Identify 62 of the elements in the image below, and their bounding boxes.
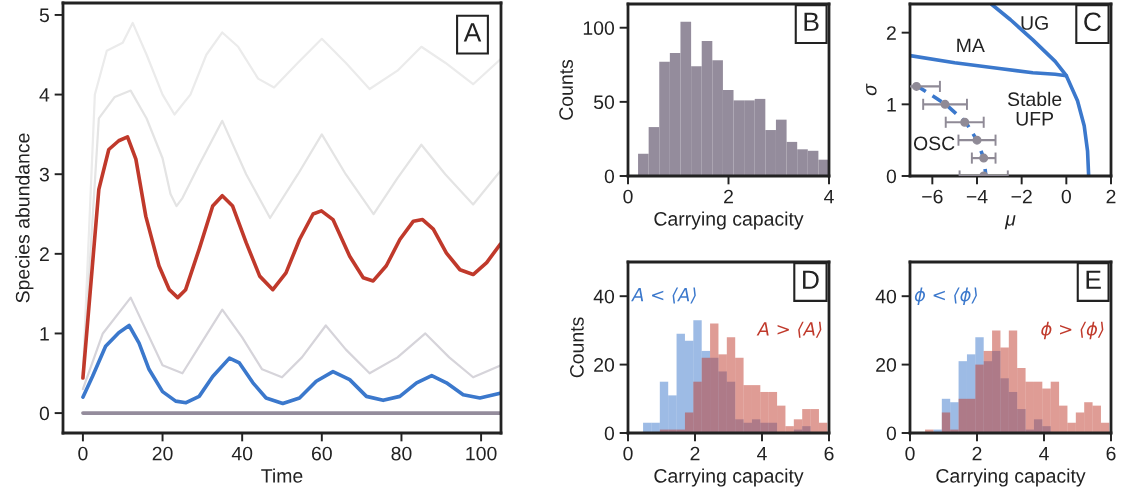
y-tick-label: 5 <box>39 8 49 23</box>
x-tick-label: −6 <box>922 189 943 204</box>
y-tick-label: 0 <box>604 426 615 441</box>
x-axis-title: μ <box>1004 215 1016 230</box>
y-tick-label: 0 <box>886 169 897 184</box>
x-tick-label: 0 <box>623 189 633 204</box>
x-tick-label: 6 <box>824 446 834 461</box>
x-tick-label: 2 <box>1106 189 1116 204</box>
x-tick-label: 2 <box>724 189 733 204</box>
annotation: E <box>1086 270 1101 289</box>
x-tick-label: 20 <box>152 446 173 461</box>
annotation: C <box>1084 12 1101 32</box>
y-tick-label: 20 <box>876 358 897 372</box>
series-label: ϕ < ⟨ϕ⟩ <box>914 287 977 305</box>
y-tick-label: 2 <box>886 26 896 40</box>
x-tick-label: 100 <box>466 446 497 461</box>
y-tick-label: 40 <box>875 289 897 304</box>
x-tick-label: 4 <box>757 446 767 461</box>
y-tick-label: 20 <box>594 358 615 372</box>
y-tick-label: 0 <box>604 169 615 184</box>
x-tick-label: 40 <box>231 446 253 461</box>
annotation: A <box>463 23 482 42</box>
y-axis-title: Counts <box>570 317 584 378</box>
annotation: UG <box>1021 16 1048 30</box>
y-axis-title: σ <box>866 83 877 96</box>
y-tick-label: 3 <box>39 167 49 182</box>
x-tick-label: 2 <box>972 446 982 461</box>
series-label: A < ⟨A⟩ <box>631 287 696 304</box>
x-tick-label: −2 <box>1011 189 1032 204</box>
y-tick-label: 4 <box>39 88 50 102</box>
x-axis-title: Time <box>261 468 303 483</box>
x-axis-title: Carrying capacity <box>936 468 1086 487</box>
annotation: OSC <box>913 136 955 151</box>
annotation: Stable UFP <box>1007 91 1062 126</box>
x-tick-label: 4 <box>1039 446 1049 461</box>
annotation: D <box>803 270 819 289</box>
x-tick-label: 0 <box>623 446 633 461</box>
x-tick-label: 4 <box>824 189 834 204</box>
x-tick-label: 0 <box>1061 189 1071 204</box>
series-label: A > ⟨A⟩ <box>756 321 822 338</box>
x-tick-label: 60 <box>311 446 332 461</box>
y-tick-label: 100 <box>583 21 615 35</box>
y-tick-label: 40 <box>593 289 615 304</box>
x-axis-title: Carrying capacity <box>654 211 804 230</box>
y-axis-title: Counts <box>559 59 573 120</box>
x-tick-label: 6 <box>1106 446 1116 461</box>
x-tick-label: 80 <box>391 446 412 461</box>
y-tick-label: 2 <box>39 247 49 261</box>
x-tick-label: 2 <box>690 446 700 461</box>
y-tick-label: 1 <box>40 327 49 341</box>
series-label: ϕ > ⟨ϕ⟩ <box>1041 321 1104 340</box>
x-axis-title: Carrying capacity <box>654 468 804 487</box>
y-tick-label: 1 <box>887 98 896 112</box>
x-tick-label: 0 <box>78 446 88 461</box>
y-tick-label: 0 <box>39 406 50 421</box>
annotation: MA <box>957 38 985 53</box>
y-tick-label: 0 <box>886 426 897 441</box>
annotation: B <box>804 12 819 31</box>
y-tick-label: 50 <box>593 95 615 110</box>
x-tick-label: 0 <box>905 446 915 461</box>
y-axis-title: Species abundance <box>15 133 34 303</box>
x-tick-label: −4 <box>966 189 988 204</box>
